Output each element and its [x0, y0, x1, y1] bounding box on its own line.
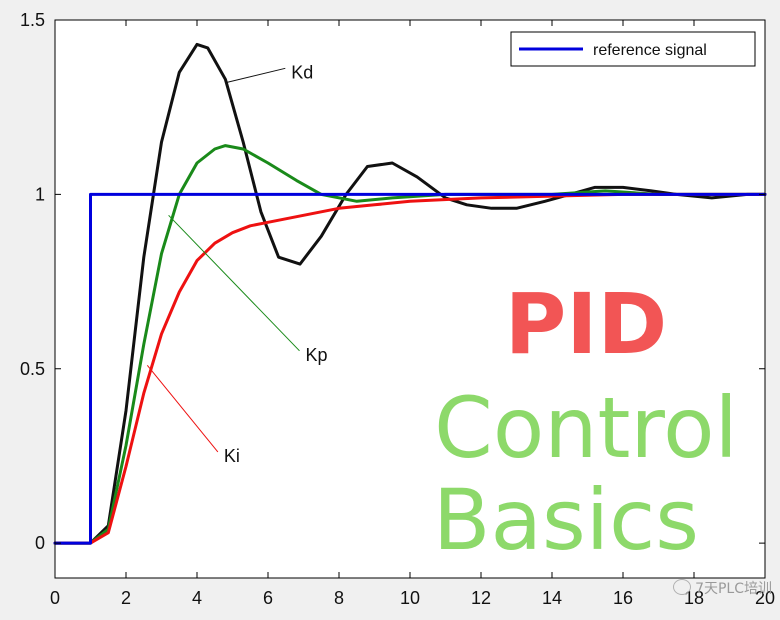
x-tick-label: 8: [334, 588, 344, 608]
overlay-title-line3: Basics: [432, 471, 700, 569]
series-line-reference-signal: [53, 192, 767, 545]
x-tick-label: 10: [400, 588, 420, 608]
series-line-kd: [53, 42, 767, 545]
overlay-title-line1: PID: [504, 275, 668, 373]
x-tick-label: 12: [471, 588, 491, 608]
axes-layer: 0 2 4 6 8 10 12 14 16 18 20 0 0.5 1 1.5: [20, 10, 775, 608]
y-tick-label: 1.5: [20, 10, 45, 30]
annotation-leader-ki: [146, 364, 219, 453]
wechat-icon: [673, 579, 692, 595]
x-tick-label: 14: [542, 588, 562, 608]
legend-label-reference-signal: reference signal: [593, 42, 707, 59]
annotation-layer: Kd Kp Ki: [146, 62, 328, 466]
series-line-ki: [53, 192, 767, 545]
annotation-leader-kp: [168, 214, 300, 352]
x-tick-label: 2: [121, 588, 131, 608]
watermark: 7天PLC培训: [673, 578, 772, 598]
y-tick-label: 0: [35, 533, 45, 553]
annotation-label-kp: Kp: [306, 345, 328, 365]
annotation-label-ki: Ki: [224, 446, 240, 466]
annotation-label-kd: Kd: [291, 62, 313, 82]
plot-background: [55, 20, 765, 578]
x-tick-label: 0: [50, 588, 60, 608]
legend: reference signal: [510, 31, 756, 67]
watermark-text: 7天PLC培训: [695, 581, 772, 597]
y-tick-label: 0.5: [20, 359, 45, 379]
x-tick-label: 18: [684, 588, 704, 608]
y-tick-label: 1: [35, 184, 45, 204]
x-tick-label: 16: [613, 588, 633, 608]
x-tick-label: 6: [263, 588, 273, 608]
x-tick-label: 20: [755, 588, 775, 608]
series-layer: [53, 42, 767, 545]
overlay-title-line2: Control: [434, 379, 738, 477]
annotation-leader-kd: [225, 67, 286, 84]
x-tick-label: 4: [192, 588, 202, 608]
